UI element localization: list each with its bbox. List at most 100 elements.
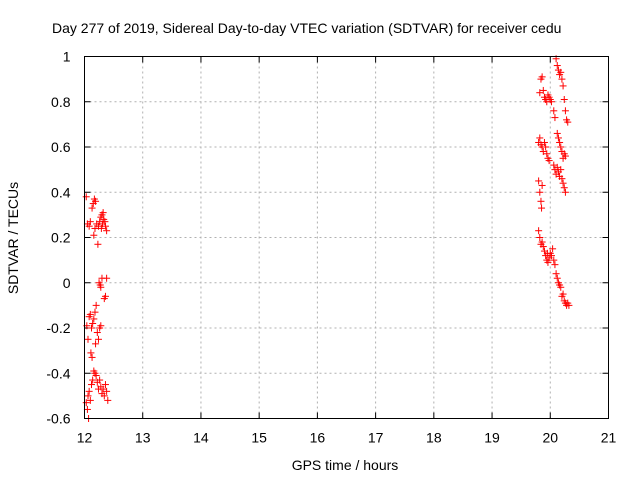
x-tick-label: 19 — [484, 430, 500, 446]
data-point — [545, 157, 553, 165]
data-point — [538, 73, 546, 81]
y-tick-label: -0.4 — [46, 365, 70, 381]
y-tick-label: -0.2 — [46, 320, 70, 336]
data-point — [104, 396, 112, 404]
data-point — [551, 261, 559, 269]
data-point — [87, 324, 95, 332]
data-point — [93, 329, 101, 337]
data-point — [90, 231, 98, 239]
data-point — [550, 256, 558, 264]
data-point — [85, 387, 93, 395]
plot-frame — [84, 56, 609, 419]
data-point — [557, 68, 565, 76]
data-point — [558, 175, 566, 183]
data-point — [543, 150, 551, 158]
data-point — [92, 301, 100, 309]
data-point — [538, 181, 546, 189]
data-point — [538, 204, 546, 212]
data-point — [87, 349, 95, 357]
data-point — [94, 240, 102, 248]
data-point — [561, 107, 569, 115]
data-point — [85, 222, 93, 230]
x-tick-label: 12 — [77, 430, 93, 446]
data-point — [97, 322, 105, 330]
data-point — [536, 234, 544, 241]
data-point — [556, 138, 564, 146]
y-tick-label: 0 — [63, 275, 71, 291]
data-point — [97, 224, 105, 232]
data-point — [551, 114, 559, 122]
y-tick-label: 0.4 — [51, 184, 71, 200]
data-point — [558, 75, 566, 83]
data-point — [559, 82, 567, 90]
data-point — [88, 204, 96, 212]
data-point — [565, 301, 573, 309]
data-point — [89, 319, 97, 327]
x-tick-label: 16 — [310, 430, 326, 446]
data-point — [559, 290, 567, 298]
data-point — [92, 372, 100, 380]
data-point — [559, 179, 567, 187]
x-tick-label: 14 — [193, 430, 209, 446]
data-point — [549, 245, 557, 253]
data-point — [89, 376, 97, 384]
data-point — [539, 86, 547, 94]
data-point — [557, 166, 565, 174]
data-point — [99, 209, 107, 217]
y-tick-label: 0.2 — [51, 230, 71, 246]
data-point — [86, 310, 94, 318]
data-point — [543, 249, 551, 257]
data-point — [83, 405, 91, 413]
data-point — [88, 353, 96, 361]
y-tick-label: 1 — [63, 49, 71, 65]
y-axis-title: SDTVAR / TECUs — [5, 182, 21, 294]
data-point — [561, 152, 569, 160]
data-point — [90, 315, 98, 323]
y-tick-label: -0.6 — [46, 411, 70, 427]
data-point — [86, 396, 94, 404]
data-point — [103, 227, 111, 235]
data-point — [92, 197, 100, 205]
data-point — [535, 177, 543, 185]
data-point — [100, 392, 108, 400]
data-point — [560, 95, 568, 103]
data-point — [547, 252, 555, 260]
data-point — [103, 274, 111, 282]
data-point — [539, 243, 547, 251]
data-point — [97, 283, 105, 291]
data-point — [86, 218, 94, 226]
x-tick-label: 17 — [368, 430, 384, 446]
data-point — [547, 98, 555, 106]
data-point — [554, 134, 562, 142]
y-tick-label: 0.6 — [51, 139, 71, 155]
data-point — [542, 143, 550, 151]
data-point — [538, 238, 546, 246]
data-point — [92, 340, 100, 348]
data-point — [103, 387, 111, 395]
data-point — [550, 107, 558, 115]
data-point — [537, 197, 545, 205]
x-tick-label: 13 — [135, 430, 151, 446]
data-point — [87, 381, 95, 389]
data-point — [101, 381, 109, 389]
data-points — [82, 55, 573, 422]
data-point — [91, 308, 99, 316]
y-tick-label: 0.8 — [51, 94, 71, 110]
data-point — [552, 270, 560, 278]
x-tick-label: 18 — [426, 430, 442, 446]
x-tick-label: 15 — [251, 430, 267, 446]
grid — [84, 56, 609, 419]
x-axis-title: GPS time / hours — [292, 457, 399, 473]
data-point — [553, 62, 561, 70]
data-point — [561, 188, 569, 196]
x-tick-label: 21 — [601, 430, 617, 446]
data-point — [553, 274, 561, 282]
data-point — [84, 335, 92, 343]
axis-tick-labels: 12 13 14 15 16 17 18 19 20 21 -0.6 -0.4 -0.2 0 0.2 0.4 0… — [46, 49, 616, 446]
data-point — [540, 138, 548, 146]
data-point — [94, 335, 102, 343]
data-point — [101, 292, 109, 300]
data-point — [536, 134, 544, 142]
data-point — [96, 376, 104, 384]
